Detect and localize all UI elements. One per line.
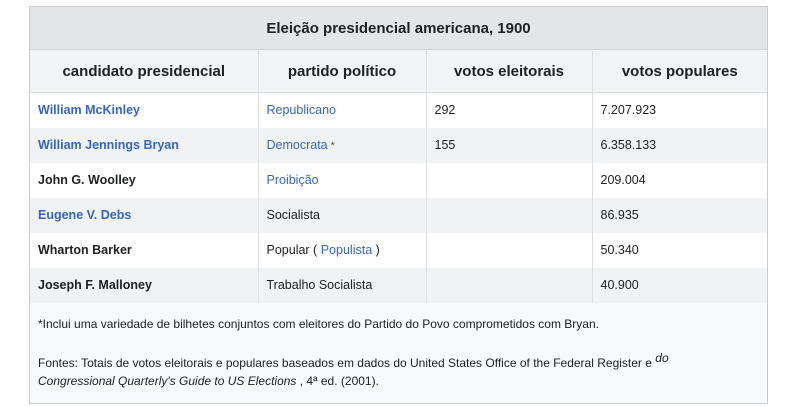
sources-intro: Fontes: Totais de votos eleitorais e pop… [38,355,652,370]
header-row: candidato presidencial partido político … [30,50,767,93]
popular-votes-cell: 86.935 [592,197,767,233]
party-cell: Trabalho Socialista [258,267,427,303]
candidate-cell: Joseph F. Malloney [30,267,259,303]
party-cell: Republicano [258,92,427,128]
party-prefix: Popular ( [266,243,318,257]
electoral-votes-cell: 155 [426,127,593,163]
party-cell: Proibição [258,162,427,198]
table-row: William McKinley Republicano 292 7.207.9… [30,92,767,128]
table-row: Eugene V. Debs Socialista 86.935 [30,197,767,233]
table-row: Joseph F. Malloney Trabalho Socialista 4… [30,267,767,303]
party-link-republicano[interactable]: Republicano [266,103,337,118]
popular-votes-cell: 40.900 [592,267,767,303]
sources-book-title: Congressional Quarterly's Guide to US El… [38,373,297,388]
party-cell: Socialista [258,197,427,233]
header-candidate: candidato presidencial [30,50,259,93]
candidate-link-debs[interactable]: Eugene V. Debs [38,208,132,222]
candidate-cell: John G. Woolley [30,162,259,198]
popular-votes-cell: 7.207.923 [592,92,767,128]
electoral-votes-cell [426,267,593,303]
party-cell: Popular ( Populista ) [258,232,427,268]
electoral-votes-cell [426,162,593,198]
header-electoral-votes: votos eleitorais [426,50,593,93]
table-row: William Jennings Bryan Democrata * 155 6.… [30,127,767,163]
sources-text: Fontes: Totais de votos eleitorais e pop… [38,349,759,390]
footnote-marker: * [330,140,335,152]
candidate-link-mckinley[interactable]: William McKinley [38,103,140,118]
electoral-votes-cell [426,197,593,233]
footnote-text: *Inclui uma variedade de bilhetes conjun… [38,316,599,331]
party-link-democrata[interactable]: Democrata [266,138,328,152]
table-row: Wharton Barker Popular ( Populista ) 50.… [30,232,767,268]
electoral-votes-cell [426,232,593,268]
results-table: candidato presidencial partido político … [30,50,767,303]
popular-votes-cell: 209.004 [592,162,767,198]
electoral-votes-cell: 292 [426,92,593,128]
header-popular-votes: votos populares [592,50,767,93]
table-row: John G. Woolley Proibição 209.004 [30,162,767,198]
candidate-link-bryan[interactable]: William Jennings Bryan [38,138,179,152]
candidate-cell: William McKinley [30,92,259,128]
party-cell: Democrata * [258,127,427,163]
candidate-cell: William Jennings Bryan [30,127,259,163]
table-caption: Eleição presidencial americana, 1900 [30,7,767,50]
party-link-proibicao[interactable]: Proibição [266,173,319,187]
popular-votes-cell: 50.340 [592,232,767,268]
candidate-cell: Wharton Barker [30,232,259,268]
sources-superscript: do [655,350,669,365]
popular-votes-cell: 6.358.133 [592,127,767,163]
party-suffix: ) [375,243,380,257]
election-table-box: Eleição presidencial americana, 1900 can… [29,6,768,404]
header-party: partido político [258,50,427,93]
candidate-cell: Eugene V. Debs [30,197,259,233]
table-notes: *Inclui uma variedade de bilhetes conjun… [30,303,767,390]
sources-edition: , 4ª ed. (2001). [299,373,379,388]
party-link-populista[interactable]: Populista [320,243,373,257]
